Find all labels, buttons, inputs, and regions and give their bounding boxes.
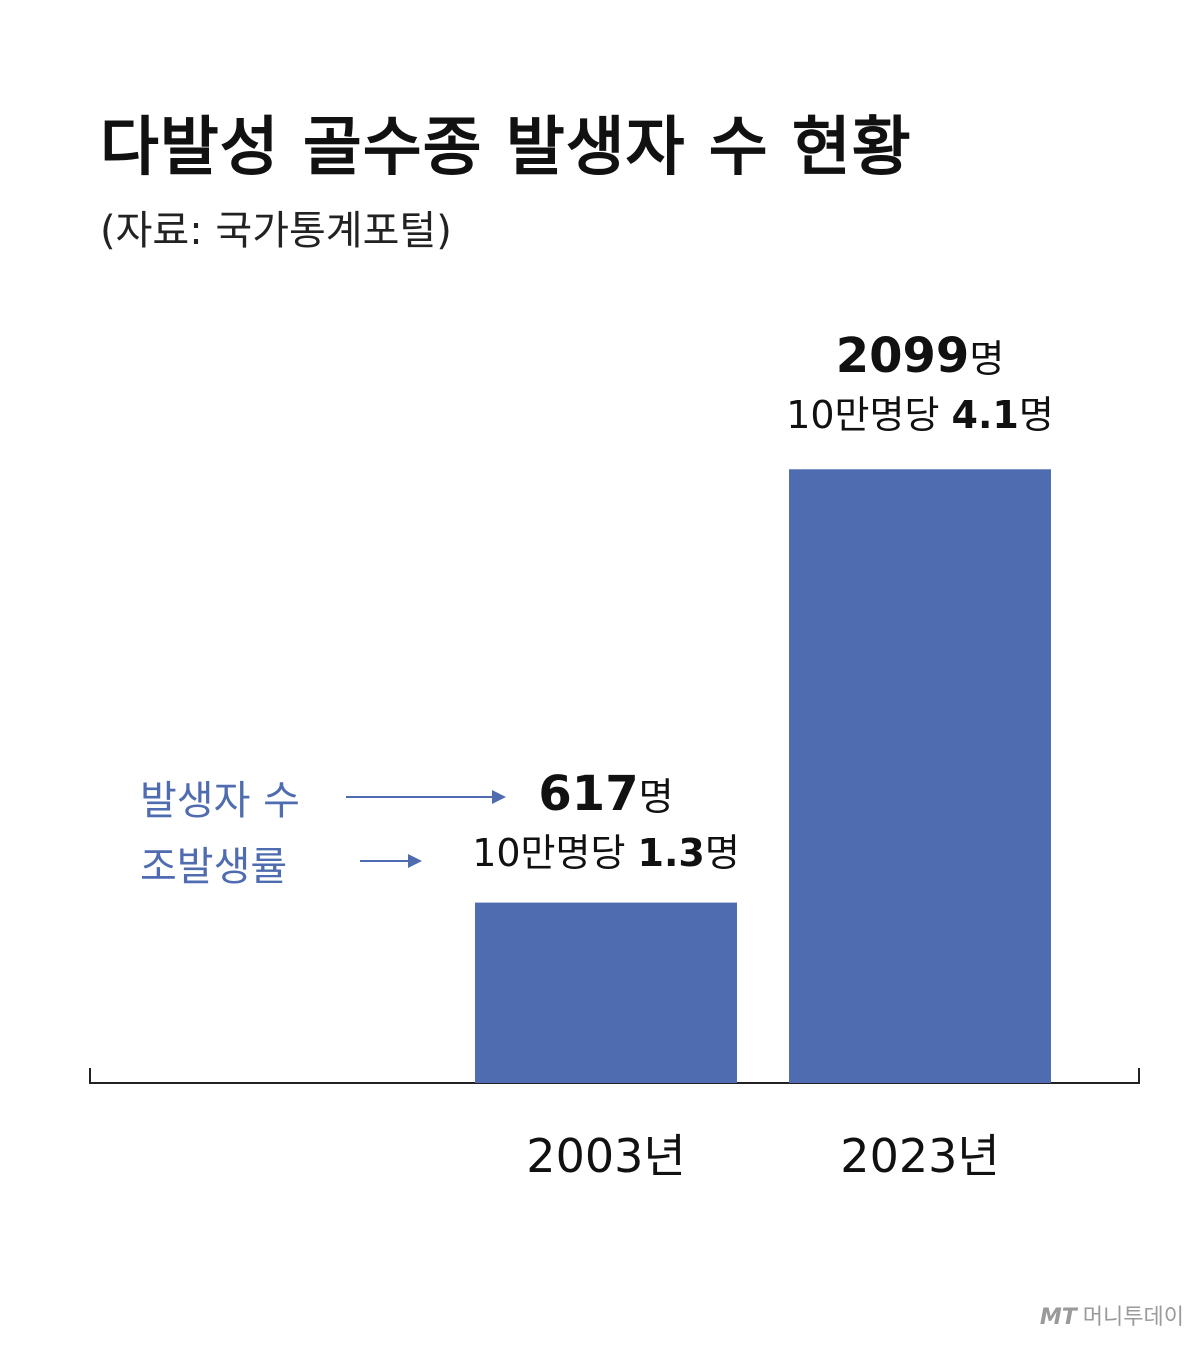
- x-tick-label-2023: 2023년: [840, 1129, 1000, 1183]
- bar-2003: [475, 902, 737, 1083]
- data-label-2003: 617명 10만명당 1.3명: [472, 766, 740, 877]
- logo-text: 머니투데이: [1082, 1305, 1184, 1330]
- count-value: 617: [538, 766, 639, 822]
- rate-value: 1.3: [637, 831, 705, 875]
- chart-title: 다발성 골수종 발생자 수 현황: [100, 111, 912, 185]
- data-label-2023: 2099명 10만명당 4.1명: [786, 328, 1054, 439]
- bar-2023: [789, 469, 1051, 1084]
- rate-unit: 명: [704, 831, 740, 875]
- legend-count-arrowhead: [492, 790, 506, 804]
- chart-source: (자료: 국가통계포털): [100, 208, 452, 254]
- count-unit: 명: [969, 337, 1005, 381]
- rate-prefix: 10만명당: [472, 831, 638, 875]
- legend-rate-label: 조발생률: [140, 844, 288, 890]
- legend-count-label: 발생자 수: [140, 778, 300, 824]
- count-value: 2099: [835, 328, 970, 384]
- rate-prefix: 10만명당: [786, 393, 952, 437]
- legend-rate-arrowhead: [408, 854, 422, 868]
- x-tick-label-2003: 2003년: [526, 1129, 686, 1183]
- count-unit: 명: [638, 775, 674, 819]
- publisher-logo: MT 머니투데이: [1040, 1299, 1184, 1331]
- logo-mark: MT: [1039, 1305, 1077, 1330]
- rate-unit: 명: [1018, 393, 1054, 437]
- rate-value: 4.1: [951, 393, 1019, 437]
